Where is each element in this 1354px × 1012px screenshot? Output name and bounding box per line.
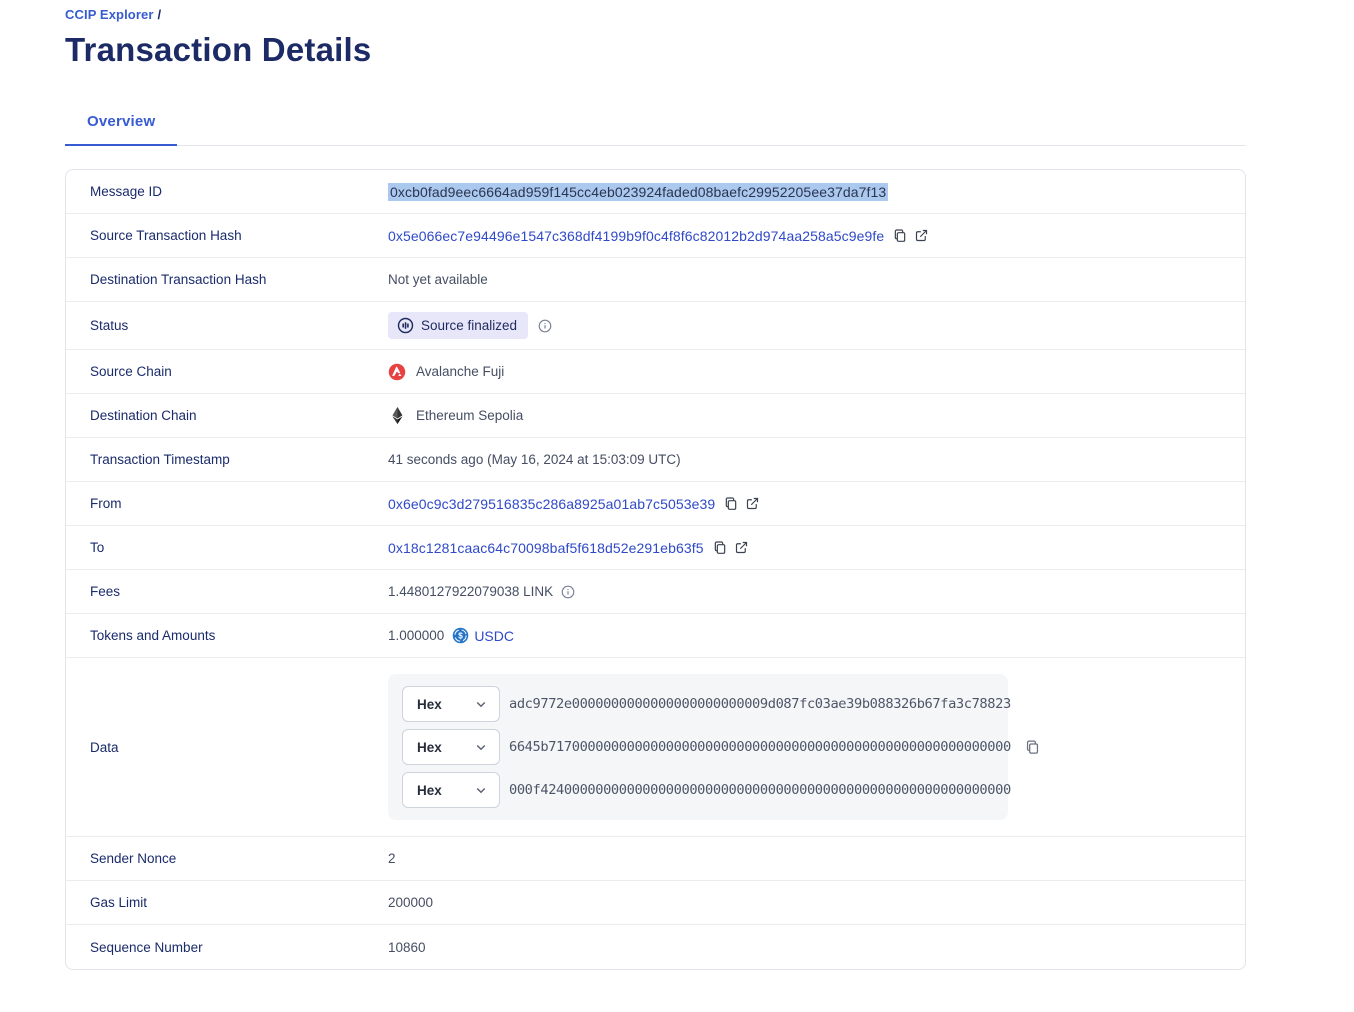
page-title: Transaction Details — [65, 31, 372, 68]
sequence-number-label: Sequence Number — [90, 939, 203, 955]
avalanche-icon — [388, 363, 406, 381]
hex-format-select[interactable]: Hex — [402, 772, 500, 808]
copy-icon[interactable] — [723, 496, 739, 512]
table-row-sender-nonce: Sender Nonce 2 — [66, 837, 1245, 881]
table-row-timestamp: Transaction Timestamp 41 seconds ago (Ma… — [66, 438, 1245, 482]
data-line-2: Hex 6645b7170000000000000000000000000000… — [402, 729, 1011, 765]
table-row-message-id: Message ID 0xcb0fad9eec6664ad959f145cc4e… — [66, 170, 1245, 214]
chevron-down-icon — [475, 784, 487, 796]
breadcrumb-separator: / — [157, 7, 162, 22]
status-badge: Source finalized — [388, 312, 529, 339]
from-label: From — [90, 496, 122, 511]
source-chain-name: Avalanche Fuji — [416, 364, 505, 379]
dest-tx-hash-value: Not yet available — [388, 272, 488, 287]
message-id-label: Message ID — [90, 184, 163, 199]
breadcrumb: CCIP Explorer / — [65, 7, 1246, 22]
hex-format-select[interactable]: Hex — [402, 686, 500, 722]
info-icon[interactable] — [538, 319, 552, 333]
gas-limit-value: 200000 — [388, 895, 434, 910]
table-row-gas-limit: Gas Limit 200000 — [66, 881, 1245, 925]
dest-chain-name: Ethereum Sepolia — [416, 408, 524, 423]
data-hex-value: adc9772e0000000000000000000000009d087fc0… — [509, 696, 1011, 712]
copy-icon[interactable] — [892, 228, 908, 244]
to-address-link[interactable]: 0x18c1281caac64c70098baf5f618d52e291eb63… — [388, 539, 704, 556]
status-badge-text: Source finalized — [421, 318, 518, 333]
data-panel: Hex adc9772e0000000000000000000000009d08… — [388, 674, 1011, 820]
table-row-fees: Fees 1.4480127922079038 LINK — [66, 570, 1245, 614]
ethereum-icon — [388, 407, 406, 424]
sender-nonce-value: 2 — [388, 851, 396, 866]
source-tx-hash-label: Source Transaction Hash — [90, 228, 242, 243]
data-hex-value: 000f424000000000000000000000000000000000… — [509, 782, 1011, 798]
table-row-to: To 0x18c1281caac64c70098baf5f618d52e291e… — [66, 526, 1245, 570]
from-address-link[interactable]: 0x6e0c9c3d279516835c286a8925a01ab7c5053e… — [388, 495, 716, 512]
transaction-details-page: CCIP Explorer / Transaction Details Overv… — [65, 7, 1246, 970]
timestamp-value: 41 seconds ago (May 16, 2024 at 15:03:09… — [388, 452, 681, 467]
table-row-dest-chain: Destination Chain Ethereum Sepolia — [66, 394, 1245, 438]
external-link-icon[interactable] — [745, 496, 760, 511]
chevron-down-icon — [475, 698, 487, 710]
table-row-sequence-number: Sequence Number 10860 — [66, 925, 1245, 969]
fees-value: 1.4480127922079038 LINK — [388, 584, 554, 599]
sequence-number-value: 10860 — [388, 939, 426, 955]
copy-icon[interactable] — [1024, 739, 1041, 756]
info-icon[interactable] — [561, 585, 575, 599]
breadcrumb-link-ccip-explorer[interactable]: CCIP Explorer — [65, 7, 154, 22]
hex-format-select[interactable]: Hex — [402, 729, 500, 765]
table-row-data: Data Hex adc9772e00000000000000000000000… — [66, 658, 1245, 837]
dest-tx-hash-label: Destination Transaction Hash — [90, 272, 267, 287]
message-id-value[interactable]: 0xcb0fad9eec6664ad959f145cc4eb023924fade… — [388, 182, 889, 201]
source-tx-hash-link[interactable]: 0x5e066ec7e94496e1547c368df4199b9f0c4f8f… — [388, 227, 885, 244]
timestamp-label: Transaction Timestamp — [90, 452, 230, 467]
source-chain-label: Source Chain — [90, 364, 172, 379]
sender-nonce-label: Sender Nonce — [90, 851, 177, 866]
table-row-status: Status Source finalized — [66, 302, 1245, 350]
token-symbol: USDC — [474, 627, 514, 644]
data-hex-value: 6645b71700000000000000000000000000000000… — [509, 739, 1011, 755]
data-label: Data — [90, 739, 119, 755]
tab-bar: Overview — [65, 113, 1246, 146]
status-label: Status — [90, 318, 129, 333]
usdc-icon: $ — [452, 627, 469, 644]
to-label: To — [90, 540, 105, 555]
status-progress-icon — [397, 317, 414, 334]
table-row-source-tx-hash: Source Transaction Hash 0x5e066ec7e94496… — [66, 214, 1245, 258]
fees-label: Fees — [90, 584, 121, 599]
dest-chain-label: Destination Chain — [90, 408, 197, 423]
token-link-usdc[interactable]: $ USDC — [452, 627, 514, 644]
table-row-source-chain: Source Chain Avalanche Fuji — [66, 350, 1245, 394]
token-amount: 1.000000 — [388, 628, 445, 643]
table-row-tokens: Tokens and Amounts 1.000000 $ USDC — [66, 614, 1245, 658]
tokens-label: Tokens and Amounts — [90, 628, 216, 643]
data-line-1: Hex adc9772e0000000000000000000000009d08… — [402, 686, 1011, 722]
external-link-icon[interactable] — [734, 540, 749, 555]
external-link-icon[interactable] — [914, 228, 929, 243]
tab-overview[interactable]: Overview — [65, 113, 178, 146]
gas-limit-label: Gas Limit — [90, 895, 148, 910]
svg-text:$: $ — [459, 631, 464, 640]
table-row-from: From 0x6e0c9c3d279516835c286a8925a01ab7c… — [66, 482, 1245, 526]
copy-icon[interactable] — [712, 540, 728, 556]
table-row-dest-tx-hash: Destination Transaction Hash Not yet ava… — [66, 258, 1245, 302]
chevron-down-icon — [475, 741, 487, 753]
transaction-details-card: Message ID 0xcb0fad9eec6664ad959f145cc4e… — [65, 169, 1246, 970]
data-line-3: Hex 000f42400000000000000000000000000000… — [402, 772, 1011, 808]
